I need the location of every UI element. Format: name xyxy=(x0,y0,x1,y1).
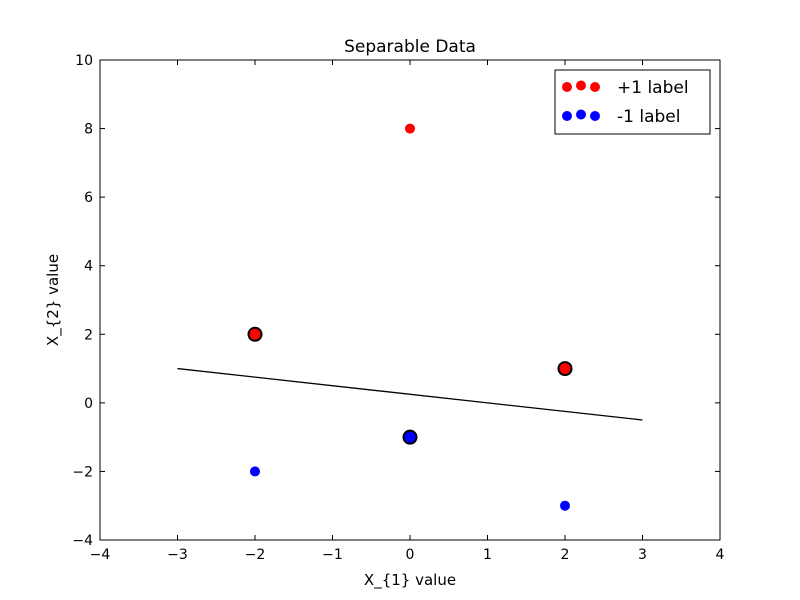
data-point xyxy=(250,466,260,477)
legend: +1 label -1 label xyxy=(554,69,711,135)
legend-marker xyxy=(562,82,572,92)
x-tick-label: 1 xyxy=(483,547,492,563)
y-tick-label: −4 xyxy=(72,533,93,549)
legend-label: +1 label xyxy=(617,78,689,98)
x-tick-label: −3 xyxy=(167,547,188,563)
legend-marker xyxy=(576,80,586,91)
y-tick-label: 2 xyxy=(84,327,93,343)
y-tick-label: 10 xyxy=(75,53,93,69)
support-vector-point xyxy=(402,429,418,445)
x-tick-label: −4 xyxy=(90,547,111,563)
support-vector-point xyxy=(557,361,573,377)
plot-area: −4 −3 −2 −1 0 1 2 3 4 −4 −2 0 2 4 6 8 10 xyxy=(72,53,724,563)
legend-marker xyxy=(562,111,572,121)
x-tick-label: 4 xyxy=(716,547,725,563)
legend-marker xyxy=(576,109,586,120)
data-point xyxy=(560,500,570,511)
legend-marker xyxy=(590,82,600,92)
y-tick-label: −2 xyxy=(72,464,93,480)
decision-boundary-line xyxy=(177,367,643,421)
x-tick-label: 0 xyxy=(406,547,415,563)
x-tick-label: 3 xyxy=(638,547,647,563)
y-axis-label: X_{2} value xyxy=(44,254,63,346)
x-tick-label: 2 xyxy=(561,547,570,563)
y-tick-label: 0 xyxy=(84,396,93,412)
data-point xyxy=(405,123,415,134)
y-tick-label: 4 xyxy=(84,259,93,275)
y-tick-label: 6 xyxy=(84,190,93,206)
x-tick-label: −2 xyxy=(245,547,266,563)
chart-title: Separable Data xyxy=(344,37,476,57)
plot-frame xyxy=(99,59,721,541)
legend-marker xyxy=(590,111,600,121)
x-axis-label: X_{1} value xyxy=(364,571,456,590)
legend-label: -1 label xyxy=(617,107,680,127)
support-vector-point xyxy=(247,326,263,342)
y-tick-label: 8 xyxy=(84,122,93,138)
x-tick-label: −1 xyxy=(322,547,343,563)
